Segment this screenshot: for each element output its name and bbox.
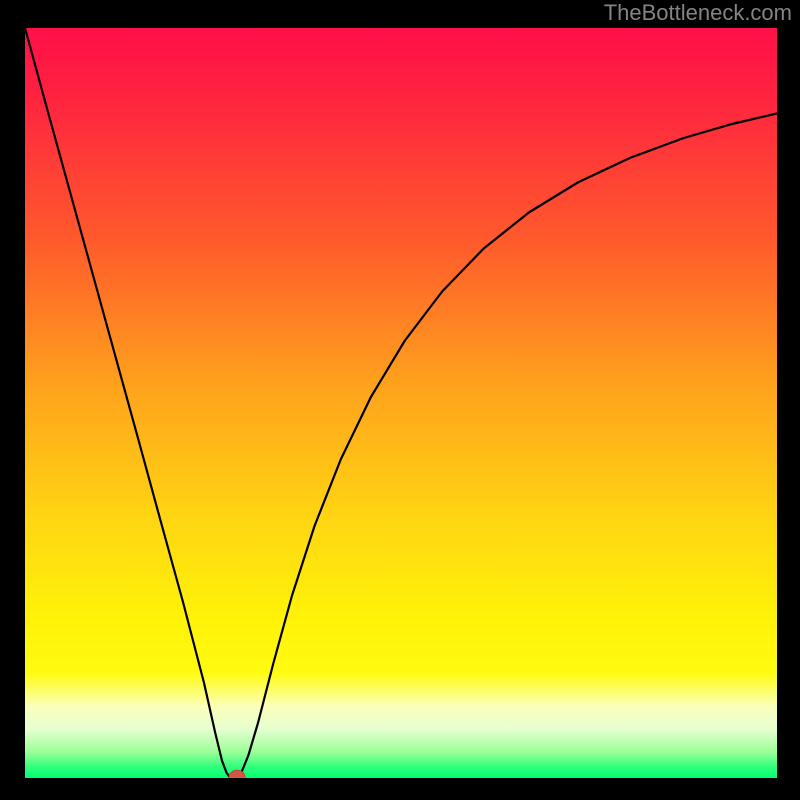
plot-area xyxy=(25,28,777,778)
figure-container: { "watermark": { "text": "TheBottleneck.… xyxy=(0,0,800,800)
chart-svg xyxy=(0,0,800,800)
curve-minimum-marker xyxy=(229,770,245,784)
